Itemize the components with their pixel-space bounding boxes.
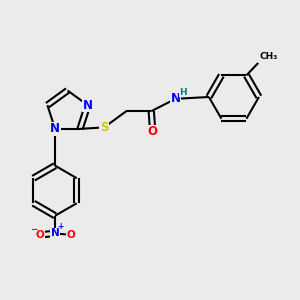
- Text: H: H: [179, 88, 187, 97]
- Text: N: N: [51, 228, 59, 239]
- Text: O: O: [35, 230, 44, 240]
- Text: N: N: [170, 92, 180, 105]
- Text: O: O: [148, 125, 158, 138]
- Text: O: O: [66, 230, 75, 240]
- Text: CH₃: CH₃: [260, 52, 278, 62]
- Text: +: +: [57, 222, 64, 231]
- Text: S: S: [100, 121, 108, 134]
- Text: −: −: [30, 225, 37, 234]
- Text: N: N: [50, 122, 60, 135]
- Text: N: N: [83, 99, 93, 112]
